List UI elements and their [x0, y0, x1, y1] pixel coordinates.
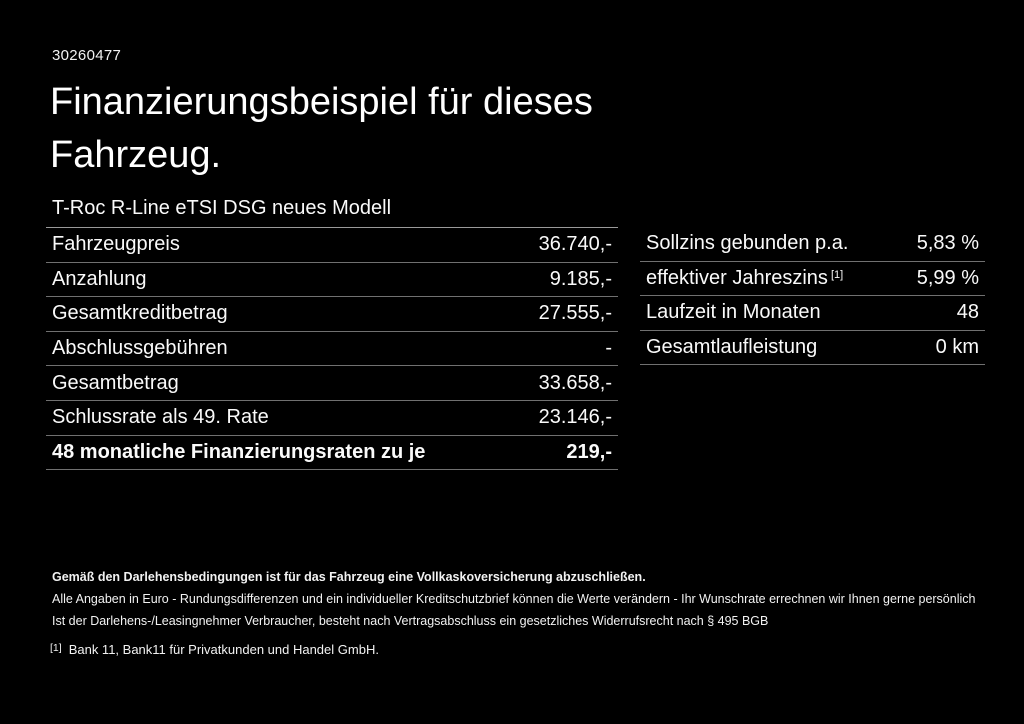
row-label: Sollzins gebunden p.a.: [646, 232, 849, 255]
insurance-note: Gemäß den Darlehensbedingungen ist für d…: [52, 570, 646, 584]
row-label: Gesamtbetrag: [52, 371, 179, 394]
row-value: 219,-: [566, 440, 612, 463]
row-value: 33.658,-: [538, 371, 612, 394]
row-value: 48: [956, 301, 979, 324]
table-row-anzahlung: Anzahlung 9.185,-: [46, 263, 618, 298]
page-title-line-2: Fahrzeug.: [50, 134, 222, 176]
page-title-line-1: Finanzierungsbeispiel für dieses: [50, 81, 593, 123]
page-title: Finanzierungsbeispiel für dieses Fahrzeu…: [50, 76, 593, 182]
row-label: Fahrzeugpreis: [52, 233, 180, 256]
row-label: Schlussrate als 49. Rate: [52, 406, 269, 429]
row-label: Laufzeit in Monaten: [646, 301, 821, 324]
row-label: effektiver Jahreszins [1]: [646, 267, 843, 290]
footnote-reference-marker: [1]: [50, 642, 62, 654]
row-value: 5,83 %: [916, 232, 979, 255]
financing-conditions-table: Sollzins gebunden p.a. 5,83 % effektiver…: [640, 227, 985, 366]
row-label: 48 monatliche Finanzierungsraten zu je: [52, 440, 426, 463]
document-number: 30260477: [52, 47, 122, 64]
table-row-fahrzeugpreis: Fahrzeugpreis 36.740,-: [46, 228, 618, 263]
disclaimer-line-1: Alle Angaben in Euro - Rundungsdifferenz…: [52, 592, 976, 606]
financing-amounts-table: Fahrzeugpreis 36.740,- Anzahlung 9.185,-…: [46, 227, 618, 471]
row-value: 5,99 %: [916, 266, 979, 289]
row-value: 36.740,-: [538, 233, 612, 256]
row-label: Gesamtlaufleistung: [646, 336, 818, 359]
table-row-gesamtbetrag: Gesamtbetrag 33.658,-: [46, 366, 618, 401]
table-row-monatsrate: 48 monatliche Finanzierungsraten zu je 2…: [46, 436, 618, 471]
footnote-marker: [1]: [830, 268, 844, 281]
row-label-text: effektiver Jahreszins: [646, 266, 828, 289]
row-value: 0 km: [935, 336, 979, 359]
table-row-laufzeit: Laufzeit in Monaten 48: [640, 296, 985, 331]
row-label: Abschlussgebühren: [52, 337, 228, 360]
finance-tables-container: Fahrzeugpreis 36.740,- Anzahlung 9.185,-…: [46, 227, 985, 471]
footnote-reference-text: Bank 11, Bank11 für Privatkunden und Han…: [68, 642, 379, 657]
vehicle-model-name: T-Roc R-Line eTSI DSG neues Modell: [52, 197, 392, 219]
row-value: 27.555,-: [538, 302, 612, 325]
row-value: 23.146,-: [538, 406, 612, 429]
row-label: Anzahlung: [52, 267, 147, 290]
row-value: -: [605, 337, 612, 360]
table-row-abschlussgebuehren: Abschlussgebühren -: [46, 332, 618, 367]
table-row-sollzins: Sollzins gebunden p.a. 5,83 %: [640, 227, 985, 262]
disclaimer-line-2: Ist der Darlehens-/Leasingnehmer Verbrau…: [52, 614, 769, 628]
table-row-gesamtlaufleistung: Gesamtlaufleistung 0 km: [640, 331, 985, 366]
footnote-reference: [1] Bank 11, Bank11 für Privatkunden und …: [50, 642, 379, 657]
table-row-schlussrate: Schlussrate als 49. Rate 23.146,-: [46, 401, 618, 436]
table-row-effektiver-jahreszins: effektiver Jahreszins [1] 5,99 %: [640, 262, 985, 297]
row-label: Gesamtkreditbetrag: [52, 302, 228, 325]
table-row-gesamtkreditbetrag: Gesamtkreditbetrag 27.555,-: [46, 297, 618, 332]
row-value: 9.185,-: [549, 267, 612, 290]
